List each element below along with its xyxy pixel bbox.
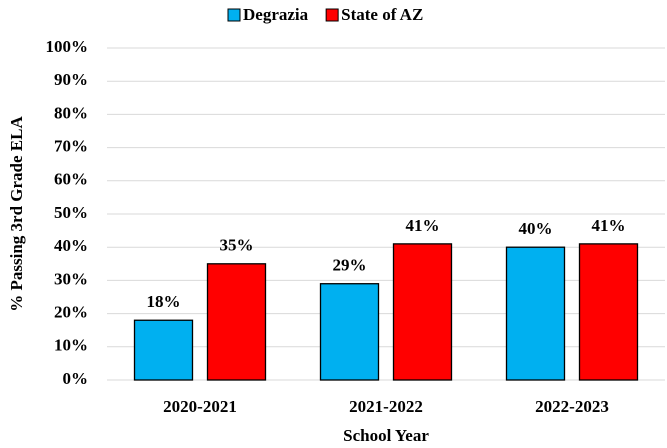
y-axis-title: % Passing 3rd Grade ELA (7, 116, 26, 312)
x-tick-label: 2021-2022 (349, 397, 423, 416)
value-label: 18% (147, 292, 181, 311)
bar (505, 246, 566, 381)
y-tick-label: 10% (54, 336, 88, 355)
y-tick-label: 0% (63, 369, 89, 388)
value-label: 35% (220, 236, 254, 255)
y-tick-label: 30% (54, 269, 88, 288)
y-tick-label: 80% (54, 103, 88, 122)
value-label: 29% (333, 256, 367, 275)
x-tick-label: 2020-2021 (163, 397, 237, 416)
bar (392, 243, 453, 381)
y-tick-label: 20% (54, 303, 88, 322)
legend-swatch (325, 8, 339, 22)
legend-label: State of AZ (341, 5, 423, 24)
y-tick-label: 100% (46, 37, 89, 56)
legend-label: Degrazia (243, 5, 309, 24)
x-axis-title: School Year (343, 426, 429, 445)
value-label: 40% (519, 219, 553, 238)
value-label: 41% (592, 216, 626, 235)
value-label: 41% (406, 216, 440, 235)
y-tick-label: 60% (54, 170, 88, 189)
legend-swatch (227, 8, 241, 22)
x-tick-label: 2022-2023 (535, 397, 609, 416)
y-tick-label: 90% (54, 70, 88, 89)
bar (133, 319, 194, 381)
y-tick-label: 40% (54, 236, 88, 255)
bar (206, 263, 267, 381)
bar (578, 243, 639, 381)
y-tick-label: 50% (54, 203, 88, 222)
bar (319, 283, 380, 381)
y-tick-label: 70% (54, 137, 88, 156)
